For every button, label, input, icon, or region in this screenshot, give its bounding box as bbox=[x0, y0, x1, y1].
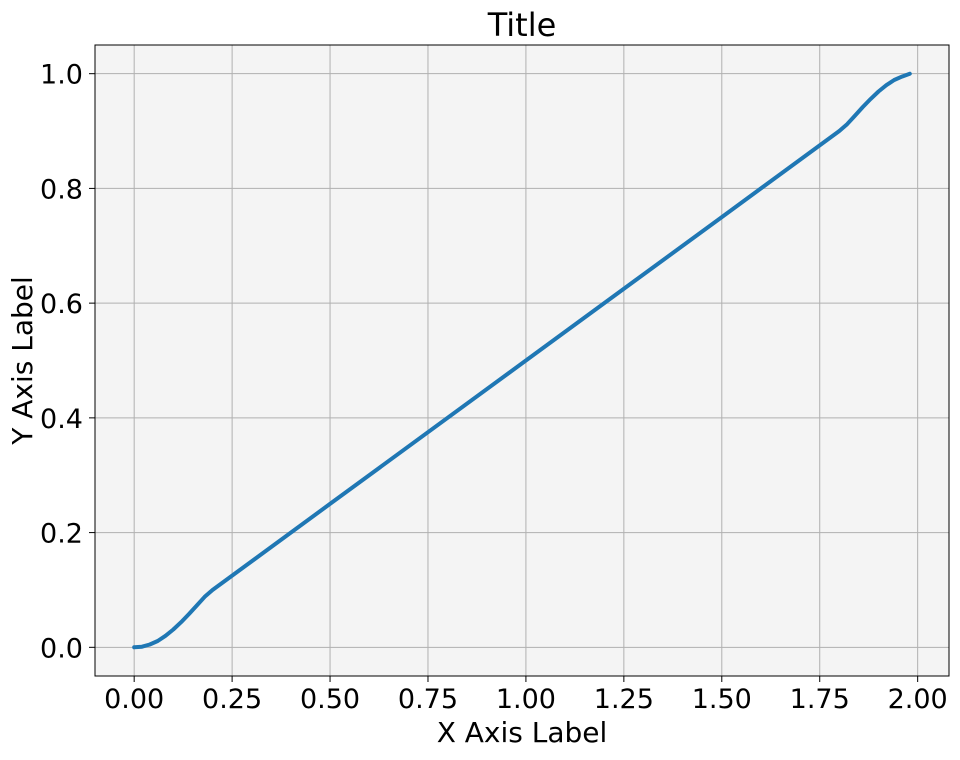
plot-frame bbox=[94, 44, 950, 677]
y-tick-label: 0.8 bbox=[40, 174, 83, 205]
y-axis-title: Y Axis Label bbox=[6, 276, 39, 446]
x-tick-label: 0.25 bbox=[202, 684, 262, 715]
series-line bbox=[132, 71, 912, 650]
y-tick-label: 0.6 bbox=[40, 289, 83, 320]
x-axis-title: X Axis Label bbox=[437, 716, 608, 749]
x-tick-label: 1.50 bbox=[692, 684, 752, 715]
y-tick-label: 1.0 bbox=[40, 60, 83, 91]
x-axis-ticks: 0.00 0.25 0.50 0.75 1.00 1.25 1.50 1.75 2.00 bbox=[104, 676, 948, 715]
y-tick-label: 0.0 bbox=[40, 633, 83, 664]
x-tick-label: 2.00 bbox=[888, 684, 948, 715]
y-tick-label: 0.2 bbox=[40, 519, 83, 550]
y-axis-ticks: 0.0 0.2 0.4 0.6 0.8 1.0 bbox=[40, 60, 95, 664]
x-tick-label: 0.50 bbox=[300, 684, 360, 715]
x-tick-label: 0.00 bbox=[104, 684, 164, 715]
chart-title: Title bbox=[487, 6, 557, 44]
x-tick-label: 1.00 bbox=[496, 684, 556, 715]
grid-lines bbox=[95, 45, 949, 676]
x-tick-label: 1.25 bbox=[594, 684, 654, 715]
series-layer bbox=[132, 71, 912, 650]
x-tick-label: 1.75 bbox=[790, 684, 850, 715]
y-tick-label: 0.4 bbox=[40, 404, 83, 435]
x-tick-label: 0.75 bbox=[398, 684, 458, 715]
